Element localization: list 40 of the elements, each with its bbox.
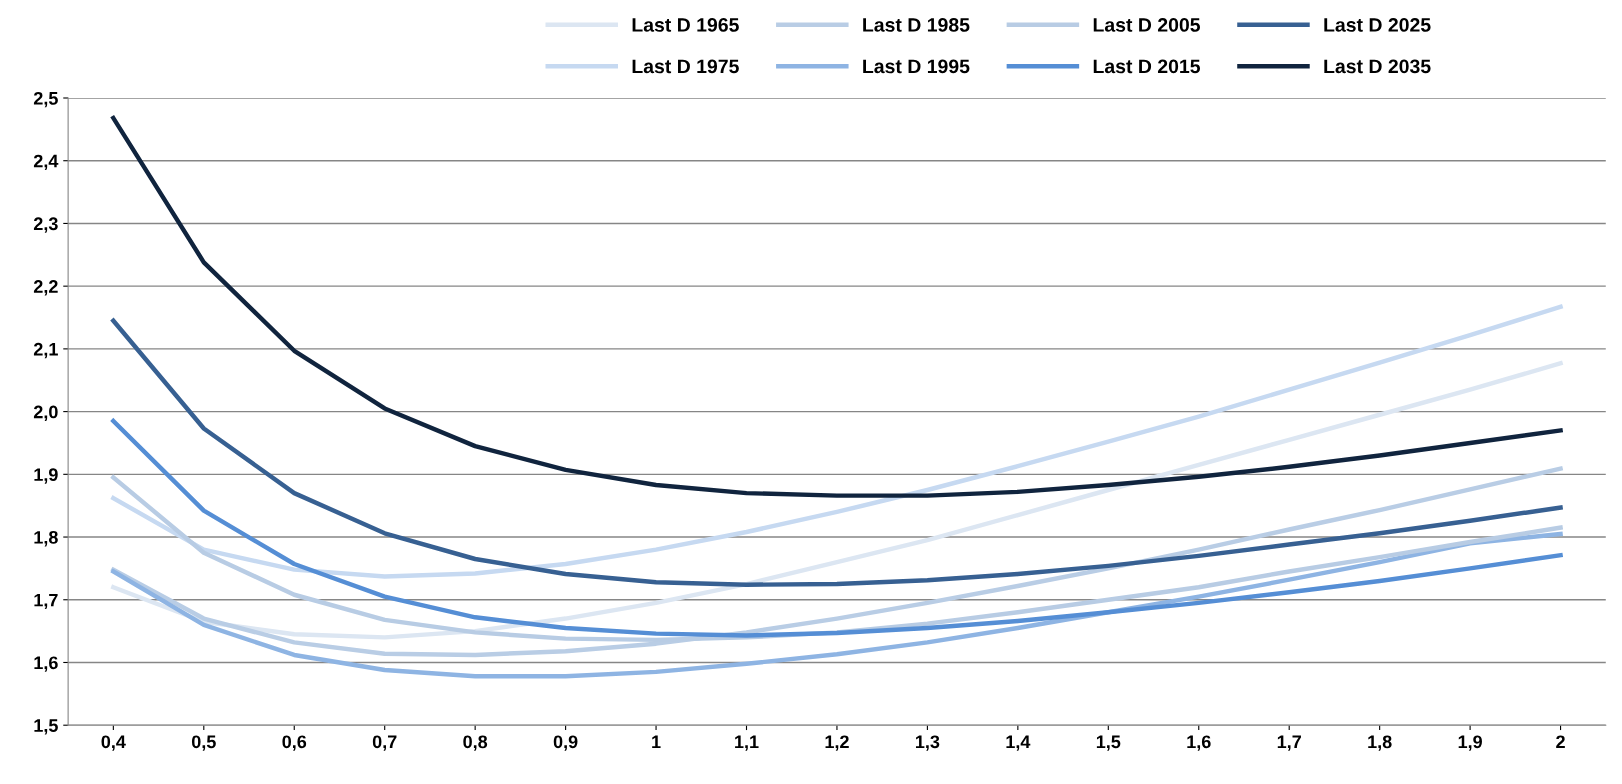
x-tick-label: 1,7	[1277, 735, 1301, 751]
x-tick-label: 0,5	[191, 735, 216, 751]
x-tick-label: 1,9	[1458, 735, 1482, 751]
legend-label: Last D 1985	[863, 18, 970, 32]
x-tick-label: 1,2	[825, 735, 849, 751]
x-tick-label: 0,6	[282, 735, 307, 751]
y-tick-label: 2,1	[33, 342, 58, 359]
x-tick-label: 0,7	[372, 735, 397, 751]
x-tick-label: 0,4	[101, 735, 126, 751]
y-tick-label: 1,6	[34, 656, 58, 672]
line-series	[111, 115, 1563, 498]
legend-label: Last D 1975	[632, 59, 739, 74]
x-tick-label: 2	[1556, 735, 1565, 749]
legend-label: Last D 2035	[1324, 59, 1431, 74]
x-tick-label: 1,4	[1006, 735, 1031, 751]
legend-label: Last D 2005	[1093, 18, 1201, 32]
legend-label: Last D 2025	[1324, 18, 1431, 32]
line-series	[111, 361, 1563, 640]
y-tick-label: 1,8	[34, 530, 58, 547]
line-series	[111, 418, 1563, 638]
legend-label: Last D 1995	[863, 59, 970, 74]
y-tick-label: 2,4	[33, 154, 59, 171]
y-tick-label: 1,9	[34, 468, 58, 484]
y-tick-label: 2,5	[33, 91, 58, 108]
x-tick-label: 1,8	[1368, 735, 1392, 751]
x-tick-label: 1,3	[915, 735, 940, 751]
x-tick-label: 1,6	[1187, 735, 1211, 751]
y-tick-label: 1,7	[34, 593, 58, 610]
y-tick-label: 2,2	[33, 280, 58, 296]
y-tick-label: 1,5	[34, 719, 58, 735]
line-series	[111, 531, 1563, 679]
legend-label: Last D 2015	[1093, 59, 1201, 74]
legend-label: Last D 1965	[632, 18, 739, 32]
x-tick-label: 1	[652, 735, 661, 749]
x-tick-label: 0,8	[463, 735, 488, 751]
x-tick-label: 1,5	[1096, 735, 1121, 751]
x-tick-label: 0,9	[553, 735, 578, 751]
x-tick-label: 1,1	[735, 735, 759, 751]
y-tick-label: 2,3	[33, 217, 58, 233]
y-tick-label: 2,0	[33, 405, 58, 421]
